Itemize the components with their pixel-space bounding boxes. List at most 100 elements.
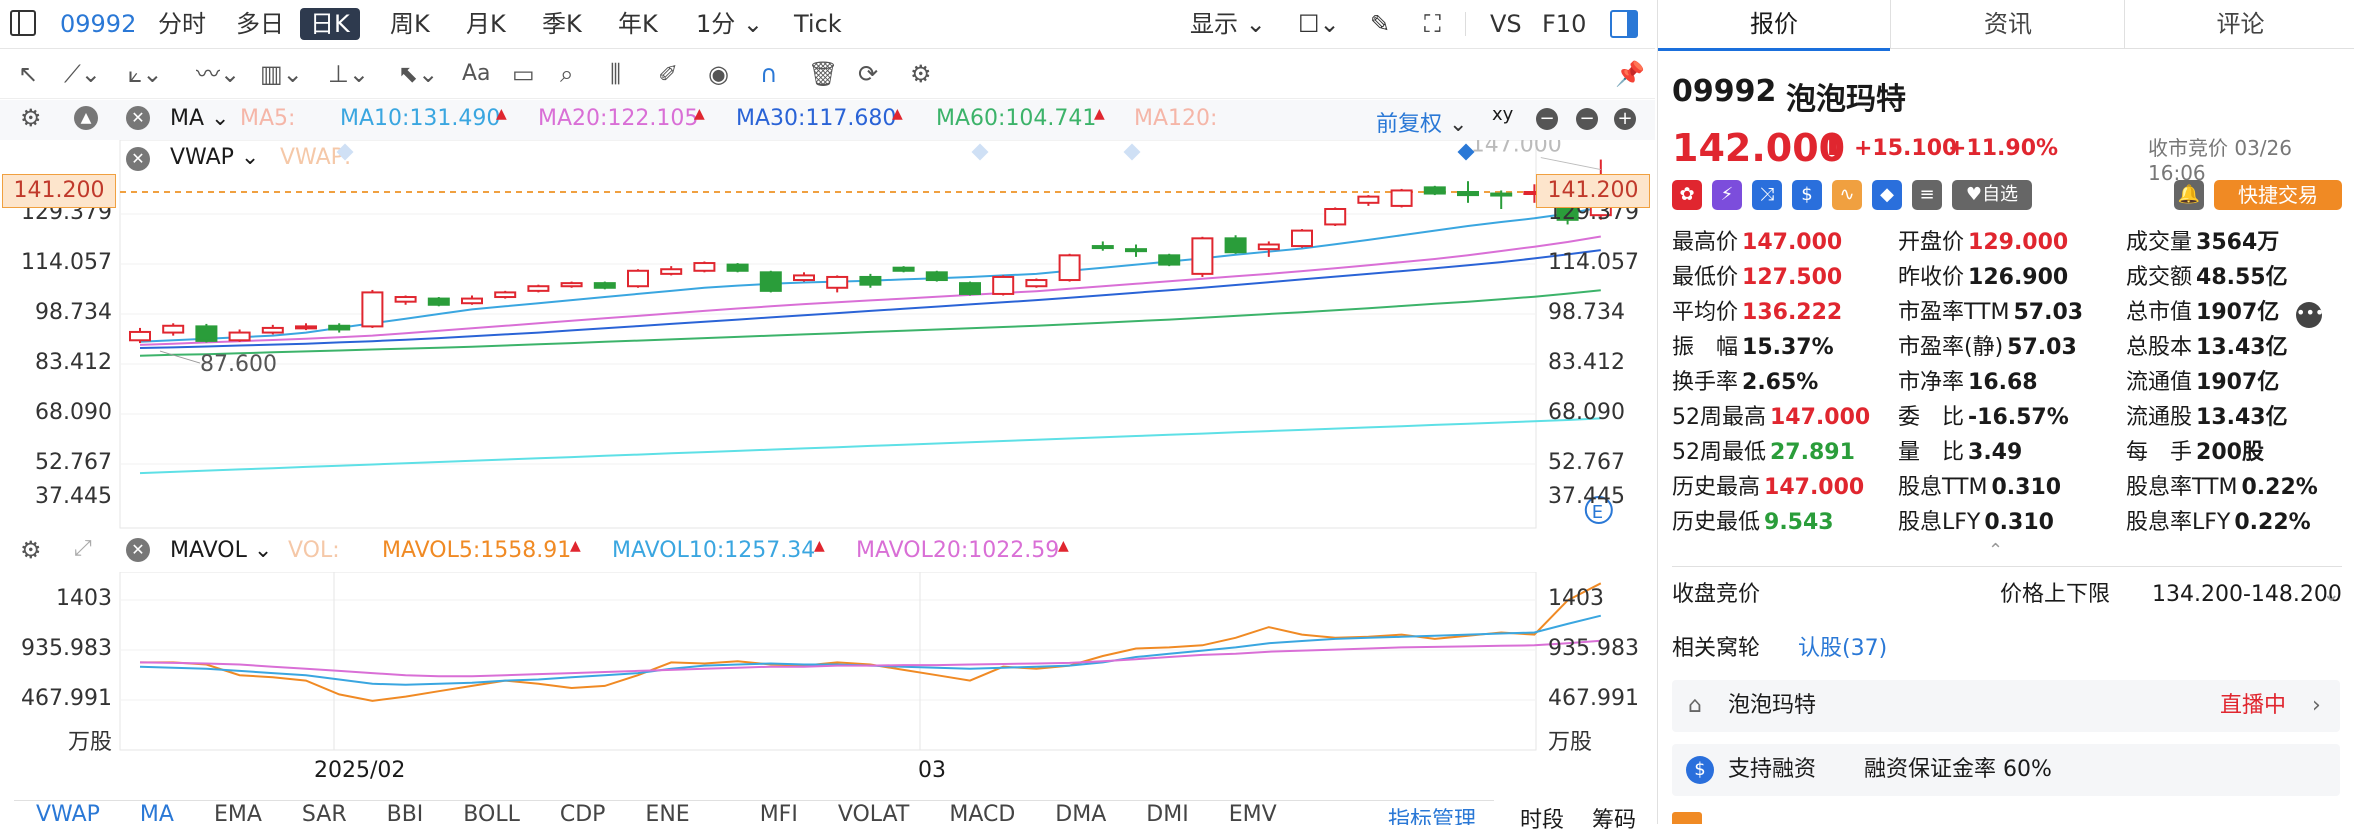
volume-close-icon[interactable]: ✕ <box>126 538 150 562</box>
side-tab-chips[interactable]: 筹码 <box>1592 808 1637 833</box>
margin-banner[interactable]: $ 支持融资 融资保证金率 60% <box>1672 744 2340 796</box>
volume-settings-icon[interactable]: ⚙ <box>20 536 42 564</box>
indicator-tab-macd[interactable]: MACD <box>949 802 1016 825</box>
chevron-down-icon[interactable]: ⌄ <box>2322 582 2341 607</box>
minus-icon[interactable]: − <box>1536 108 1558 130</box>
indicator-tab-dma[interactable]: DMA <box>1055 802 1107 825</box>
period-tab-5[interactable]: 季K <box>542 10 582 38</box>
tab-news[interactable]: 资讯 <box>1890 0 2125 49</box>
period-tab-1[interactable]: 多日 <box>236 10 284 38</box>
zoom-in-icon[interactable]: + <box>1614 108 1636 130</box>
trash-icon[interactable]: 🗑 <box>808 60 839 88</box>
pen-icon[interactable]: ✎ <box>1370 10 1391 38</box>
settings-icon[interactable]: ⚙ <box>20 104 42 132</box>
display-menu[interactable]: 显示 ⌄ <box>1190 10 1266 38</box>
polyline-tool-icon[interactable]: ⟀⌄ <box>128 60 163 88</box>
eraser-icon[interactable]: ✐ <box>658 60 679 88</box>
connect-icon[interactable]: ⤨ <box>1752 180 1782 210</box>
indicator-tab-mfi[interactable]: MFI <box>759 802 798 825</box>
settings-icon[interactable]: ⚙ <box>910 60 932 88</box>
stat-value: 0.22% <box>2234 510 2311 535</box>
more-icon[interactable]: ••• <box>2296 302 2324 328</box>
dollar-icon[interactable]: $ <box>1792 180 1822 210</box>
hk-flag-icon[interactable]: ✿ <box>1672 180 1702 210</box>
vs-button[interactable]: VS <box>1490 10 1522 38</box>
candle-tool-icon[interactable]: ⫼ <box>610 60 622 88</box>
close-icon[interactable]: ✕ <box>126 106 150 130</box>
indicator-tab-cdp[interactable]: CDP <box>559 802 606 825</box>
indicator-tab-ema[interactable]: EMA <box>213 802 262 825</box>
stat-item: 股息LFY 0.310 <box>1898 506 2054 540</box>
eye-icon[interactable]: ◉ <box>708 60 729 88</box>
stat-item: 市盈率(静) 57.03 <box>1898 331 2077 365</box>
watchlist-button[interactable]: ♥自选 <box>1952 180 2032 210</box>
mavol-selector[interactable]: MAVOL ⌄ <box>170 538 273 563</box>
text-tool-icon[interactable]: Aa <box>462 61 491 86</box>
vwap-selector[interactable]: VWAP ⌄ <box>170 145 260 170</box>
tab-comments[interactable]: 评论 <box>2124 0 2354 49</box>
stat-item: 成交额 48.55亿 <box>2126 261 2288 295</box>
vwap-close-icon[interactable]: ✕ <box>126 147 150 171</box>
panel-toggle-icon[interactable] <box>1610 10 1638 38</box>
stat-item: 股息率LFY 0.22% <box>2126 506 2311 540</box>
level2-icon[interactable]: ⚡ <box>1712 180 1742 210</box>
indicator-tab-ma[interactable]: MA <box>139 802 174 825</box>
indicator-manage-button[interactable]: 指标管理 <box>1388 808 1477 825</box>
stat-value: 2.65% <box>1742 370 1819 395</box>
tag-icon[interactable]: ◆ <box>1872 180 1902 210</box>
indicator-tab-emv[interactable]: EMV <box>1228 802 1277 825</box>
indicator-tab-bbi[interactable]: BBI <box>386 802 424 825</box>
period-tab-4[interactable]: 月K <box>466 10 506 38</box>
period-tab-7[interactable]: 1分 ⌄ <box>696 10 764 38</box>
sync-icon[interactable]: ⟳ <box>858 60 879 88</box>
stock-code[interactable]: 09992 <box>60 10 137 38</box>
comment-icon[interactable]: ▭ <box>512 60 535 88</box>
fib-tool-icon[interactable]: ▥⌄ <box>260 60 303 88</box>
tab-quote[interactable]: 报价 <box>1658 0 1890 51</box>
period-tab-6[interactable]: 年K <box>618 10 658 38</box>
document-icon[interactable]: ≡ <box>1912 180 1942 210</box>
indicator-tab-dmi[interactable]: DMI <box>1146 802 1189 825</box>
indicator-tab-boll[interactable]: BOLL <box>463 802 520 825</box>
stat-value: 126.900 <box>1968 265 2069 290</box>
fullscreen-icon[interactable]: ⛶ <box>1424 10 1441 38</box>
quote-panel: 报价 资讯 评论 09992 泡泡玛特 142.000 ⬆ +15.100 +1… <box>1657 0 2354 824</box>
f10-button[interactable]: F10 <box>1542 10 1587 38</box>
indicator-tab-sar[interactable]: SAR <box>301 802 347 825</box>
arrow-tool-icon[interactable]: ⬉⌄ <box>398 60 439 88</box>
indicator-tab-ene[interactable]: ENE <box>645 802 690 825</box>
period-tab-3[interactable]: 周K <box>390 10 430 38</box>
collapse-arrow-icon[interactable]: ⌃ <box>1988 540 2004 561</box>
period-tab-8[interactable]: Tick <box>794 10 842 38</box>
measure-tool-icon[interactable]: ⊥⌄ <box>328 60 370 88</box>
volume-chart[interactable] <box>0 572 1655 752</box>
price-change: +15.100 <box>1854 136 1958 161</box>
expand-icon[interactable]: ⤢ <box>74 536 92 561</box>
zoom-out-icon[interactable]: − <box>1576 108 1598 130</box>
period-tab-0[interactable]: 分时 <box>158 10 206 38</box>
warrant-link[interactable]: 认股(37) <box>1798 636 1888 661</box>
pin-icon[interactable]: 📌 <box>1615 60 1645 88</box>
sidebar-toggle-icon[interactable] <box>10 10 36 36</box>
cursor-icon[interactable]: ↖ <box>18 60 39 88</box>
period-tab-2[interactable]: 日K <box>300 8 360 40</box>
stat-value: 3564万 <box>2196 230 2280 255</box>
live-banner[interactable]: ⌂ 泡泡玛特 直播中 › <box>1672 680 2340 732</box>
wave-tool-icon[interactable]: 〰⌄ <box>196 60 241 88</box>
collapse-icon[interactable]: ▲ <box>74 106 98 130</box>
candlestick-chart[interactable]: 147.000 87.600 E <box>0 140 1655 530</box>
axis-toggle-icon[interactable]: xy <box>1492 104 1514 125</box>
layout-square-icon[interactable]: ☐⌄ <box>1298 10 1340 38</box>
line-tool-icon[interactable]: ⟋⌄ <box>64 60 101 88</box>
trend-icon[interactable]: ∿ <box>1832 180 1862 210</box>
indicator-tab-vwap[interactable]: VWAP <box>36 802 100 825</box>
adjust-selector[interactable]: 前复权 ⌄ <box>1376 112 1468 137</box>
bell-icon[interactable]: 🔔 <box>2174 180 2204 210</box>
side-tab-period[interactable]: 时段 <box>1520 808 1565 833</box>
stat-value: 1907亿 <box>2196 300 2280 325</box>
indicator-tab-volat[interactable]: VOLAT <box>837 802 910 825</box>
ma-selector[interactable]: MA ⌄ <box>170 106 230 131</box>
quick-trade-button[interactable]: 快捷交易 <box>2214 180 2342 210</box>
search-icon[interactable]: ⌕ <box>560 60 574 88</box>
magnet-icon[interactable]: ∩ <box>760 60 778 88</box>
